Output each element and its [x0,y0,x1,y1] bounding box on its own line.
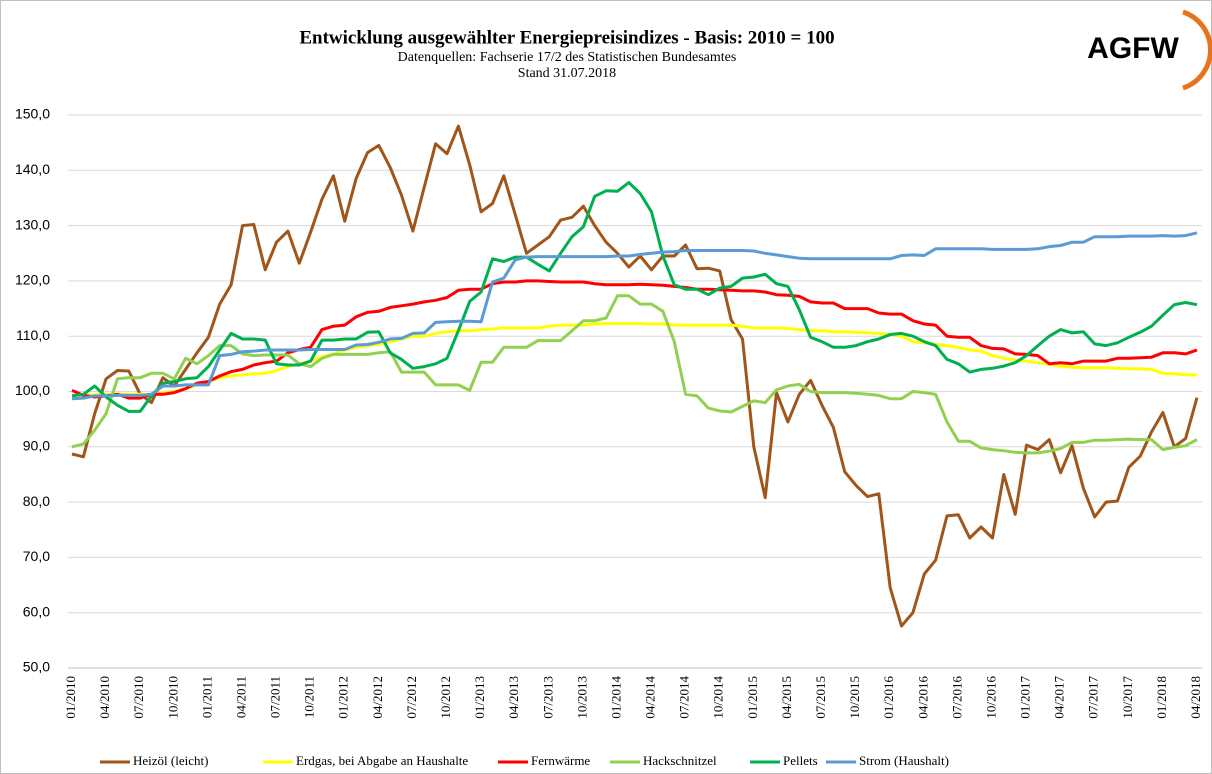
y-tick-label: 110,0 [16,327,50,343]
x-tick-label: 01/2017 [1018,676,1033,719]
x-tick-label: 04/2012 [370,676,385,719]
x-tick-label: 04/2010 [97,676,112,719]
y-tick-label: 130,0 [15,216,50,232]
legend-item: Heizöl (leicht) [100,753,208,768]
x-tick-label: 01/2013 [472,676,487,719]
legend-item: Hackschnitzel [610,753,717,768]
y-tick-label: 140,0 [15,161,50,177]
x-tick-label: 10/2017 [1120,676,1135,719]
series-line [71,181,1198,413]
x-tick-label: 01/2011 [199,676,214,718]
legend-item: Pellets [750,753,818,768]
x-tick-label: 01/2018 [1154,676,1169,719]
x-tick-label: 04/2018 [1188,676,1203,719]
legend-item: Erdgas, bei Abgabe an Haushalte [263,753,468,768]
x-tick-label: 07/2014 [677,676,692,719]
x-tick-label: 07/2012 [404,676,419,719]
legend-label: Heizöl (leicht) [133,753,208,768]
series-line [71,294,1198,455]
legend-label: Strom (Haushalt) [859,753,949,768]
y-tick-label: 70,0 [23,548,50,564]
x-tick-label: 01/2015 [745,676,760,719]
x-tick-label: 01/2010 [63,676,78,719]
chart-note: Stand 31.07.2018 [518,66,616,81]
series-line [72,322,1197,397]
legend-item: Fernwärme [498,753,590,768]
y-tick-label: 80,0 [23,493,50,509]
series-line [71,124,1199,628]
x-tick-label: 10/2011 [302,676,317,718]
x-tick-label: 10/2012 [438,676,453,719]
y-tick-label: 60,0 [23,603,50,619]
x-tick-label: 10/2010 [165,676,180,719]
x-tick-label: 10/2014 [711,676,726,719]
logo-arc [1182,9,1212,91]
x-tick-label: 07/2011 [268,676,283,718]
legend-label: Fernwärme [531,753,590,768]
x-tick-label: 10/2013 [574,676,589,719]
chart-title: Entwicklung ausgewählter Energiepreisind… [299,27,834,48]
x-tick-label: 04/2016 [915,676,930,719]
x-tick-label: 04/2015 [779,676,794,719]
x-tick-label: 04/2017 [1052,676,1067,719]
chart-subtitle: Datenquellen: Fachserie 17/2 des Statist… [398,50,737,65]
y-tick-label: 100,0 [15,382,50,398]
legend-label: Erdgas, bei Abgabe an Haushalte [296,753,468,768]
x-tick-label: 07/2010 [131,676,146,719]
legend-label: Hackschnitzel [643,753,717,768]
x-tick-label: 10/2015 [847,676,862,719]
x-tick-label: 01/2012 [336,676,351,719]
x-tick-label: 04/2014 [643,676,658,719]
y-tick-label: 150,0 [15,106,50,122]
y-tick-label: 120,0 [15,272,50,288]
logo-text: AGFW [1087,32,1179,65]
x-tick-label: 01/2016 [881,676,896,719]
legend-label: Pellets [783,753,818,768]
x-tick-label: 07/2013 [540,676,555,719]
x-tick-label: 07/2015 [813,676,828,719]
x-tick-label: 07/2017 [1086,676,1101,719]
y-tick-label: 50,0 [23,659,50,675]
x-tick-label: 10/2016 [983,676,998,719]
series-line [71,279,1198,400]
y-tick-label: 90,0 [23,438,50,454]
x-tick-label: 04/2013 [506,676,521,719]
logo: AGFW [1087,9,1212,91]
legend-item: Strom (Haushalt) [826,753,949,768]
x-tick-label: 07/2016 [949,676,964,719]
x-tick-label: 04/2011 [233,676,248,718]
series-line [71,231,1198,401]
x-tick-label: 01/2014 [608,676,623,719]
